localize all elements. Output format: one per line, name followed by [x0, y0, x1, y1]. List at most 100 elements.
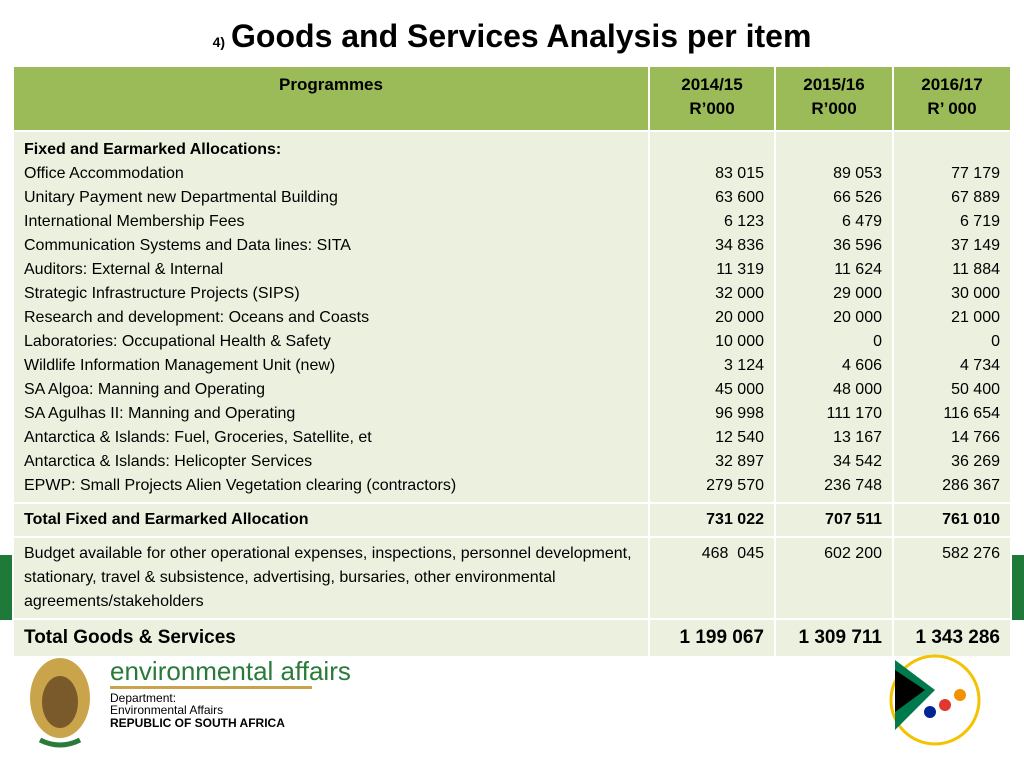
- header-cell: 2014/15 R’000: [650, 67, 774, 130]
- value: 1 309 711: [798, 627, 882, 648]
- row-value: 45 000: [715, 381, 764, 398]
- header-cell: 2015/16 R’000: [776, 67, 892, 130]
- row-label: Antarctica & Islands: Fuel, Groceries, S…: [24, 429, 372, 446]
- row-label: Antarctica & Islands: Helicopter Service…: [24, 453, 313, 470]
- value-cell: 83 015 63 600 6 123 34 836 11 319 32 000 20 00…: [650, 132, 774, 502]
- value-cell: 1 199 067: [650, 620, 774, 656]
- row-label: SA Algoa: Manning and Operating: [24, 381, 266, 398]
- row-label: Office Accommodation: [24, 165, 184, 182]
- row-label: Wildlife Information Management Unit (ne…: [24, 357, 336, 374]
- total-fixed-row: Total Fixed and Earmarked Allocation 731 …: [14, 504, 1010, 536]
- dept-line: REPUBLIC OF SOUTH AFRICA: [110, 716, 285, 730]
- value: 582 276: [942, 545, 1000, 562]
- value-cell: 1 309 711: [776, 620, 892, 656]
- row-value: 4 606: [841, 357, 882, 374]
- row-value: 236 748: [824, 477, 882, 494]
- row-value: 48 000: [833, 381, 882, 398]
- header-text: Programmes: [279, 75, 383, 94]
- value-cell: 77 179 67 889 6 719 37 149 11 884 30 000 21 00…: [894, 132, 1010, 502]
- dept-line: Environmental Affairs: [110, 703, 223, 717]
- row-value: 83 015: [715, 165, 764, 182]
- header-text: 2014/15: [681, 75, 743, 94]
- value: 707 511: [825, 511, 882, 528]
- row-value: 29 000: [833, 285, 882, 302]
- coat-of-arms: [30, 658, 90, 748]
- row-value: 32 897: [715, 453, 764, 470]
- row-value: 89 053: [833, 165, 882, 182]
- row-value: 37 149: [951, 237, 1000, 254]
- row-label: Laboratories: Occupational Health & Safe…: [24, 333, 331, 350]
- row-value: 6 479: [841, 213, 882, 230]
- side-bar: [1012, 555, 1024, 620]
- row-value: 67 889: [951, 189, 1000, 206]
- row-value: 63 600: [715, 189, 764, 206]
- row-label: EPWP: Small Projects Alien Vegetation cl…: [24, 477, 457, 494]
- title-text: Goods and Services Analysis per item: [231, 18, 812, 54]
- freedom-logo: [889, 654, 981, 746]
- row-value: 66 526: [833, 189, 882, 206]
- row-label: SA Agulhas II: Manning and Operating: [24, 405, 296, 422]
- row-value: 286 367: [942, 477, 1000, 494]
- budget-row: Budget available for other operational e…: [14, 538, 1010, 618]
- value: 468 045: [701, 545, 764, 562]
- row-value: 96 998: [715, 405, 764, 422]
- row-value: 3 124: [723, 357, 764, 374]
- value: 761 010: [942, 511, 1000, 528]
- fixed-block: Fixed and Earmarked Allocations: Office A…: [14, 132, 1010, 502]
- value-cell: 468 045: [650, 538, 774, 618]
- header-text: 2016/17: [921, 75, 983, 94]
- value: 1 343 286: [915, 627, 1000, 648]
- section-heading: Fixed and Earmarked Allocations:: [24, 141, 282, 158]
- spacer: [660, 138, 764, 162]
- table: Programmes 2014/15 R’000 2015/16 R’000 2016/1…: [12, 65, 1012, 658]
- value-cell: 582 276: [894, 538, 1010, 618]
- value-cell: 89 053 66 526 6 479 36 596 11 624 29 000 20 00…: [776, 132, 892, 502]
- value-cell: 602 200: [776, 538, 892, 618]
- row-value: 14 766: [951, 429, 1000, 446]
- spacer: [904, 138, 1000, 162]
- footer: environmental affairs Department: Enviro…: [30, 654, 981, 748]
- row-value: 10 000: [715, 333, 764, 350]
- row-label: Unitary Payment new Departmental Buildin…: [24, 189, 338, 206]
- row-value: 11 884: [952, 261, 1000, 278]
- value-cell: 731 022: [650, 504, 774, 536]
- row-value: 279 570: [706, 477, 764, 494]
- header-text: R’000: [811, 99, 857, 118]
- row-value: 77 179: [951, 165, 1000, 182]
- value-cell: 707 511: [776, 504, 892, 536]
- label-cell: Total Goods & Services: [14, 620, 648, 656]
- value: 731 022: [706, 511, 764, 528]
- dept-line: Department:: [110, 691, 176, 705]
- label-cell: Total Fixed and Earmarked Allocation: [14, 504, 648, 536]
- row-value: 30 000: [951, 285, 1000, 302]
- label: Total Goods & Services: [24, 627, 236, 648]
- row-value: 20 000: [715, 309, 764, 326]
- row-value: 36 269: [951, 453, 1000, 470]
- row-value: 34 836: [715, 237, 764, 254]
- title: 4) Goods and Services Analysis per item: [0, 18, 1024, 55]
- row-value: 34 542: [833, 453, 882, 470]
- row-value: 21 000: [951, 309, 1000, 326]
- row-value: 0: [873, 333, 882, 350]
- label-cell: Budget available for other operational e…: [14, 538, 648, 618]
- label-cell: Fixed and Earmarked Allocations: Office A…: [14, 132, 648, 502]
- label: Total Fixed and Earmarked Allocation: [24, 511, 309, 528]
- header-cell: Programmes: [14, 67, 648, 130]
- header-row: Programmes 2014/15 R’000 2015/16 R’000 2016/1…: [14, 67, 1010, 130]
- row-value: 4 734: [959, 357, 1000, 374]
- row-value: 6 123: [723, 213, 764, 230]
- row-value: 116 654: [943, 405, 1000, 422]
- row-label: Auditors: External & Internal: [24, 261, 224, 278]
- row-value: 36 596: [833, 237, 882, 254]
- row-label: Research and development: Oceans and Coa…: [24, 309, 370, 326]
- value-cell: 761 010: [894, 504, 1010, 536]
- row-value: 13 167: [833, 429, 882, 446]
- row-value: 50 400: [951, 381, 1000, 398]
- row-value: 0: [991, 333, 1000, 350]
- label: Budget available for other operational e…: [24, 545, 632, 610]
- total-row: Total Goods & Services 1 199 067 1 309 711…: [14, 620, 1010, 656]
- brand: environmental affairs: [110, 656, 351, 686]
- spacer: [786, 138, 882, 162]
- row-label: Strategic Infrastructure Projects (SIPS): [24, 285, 300, 302]
